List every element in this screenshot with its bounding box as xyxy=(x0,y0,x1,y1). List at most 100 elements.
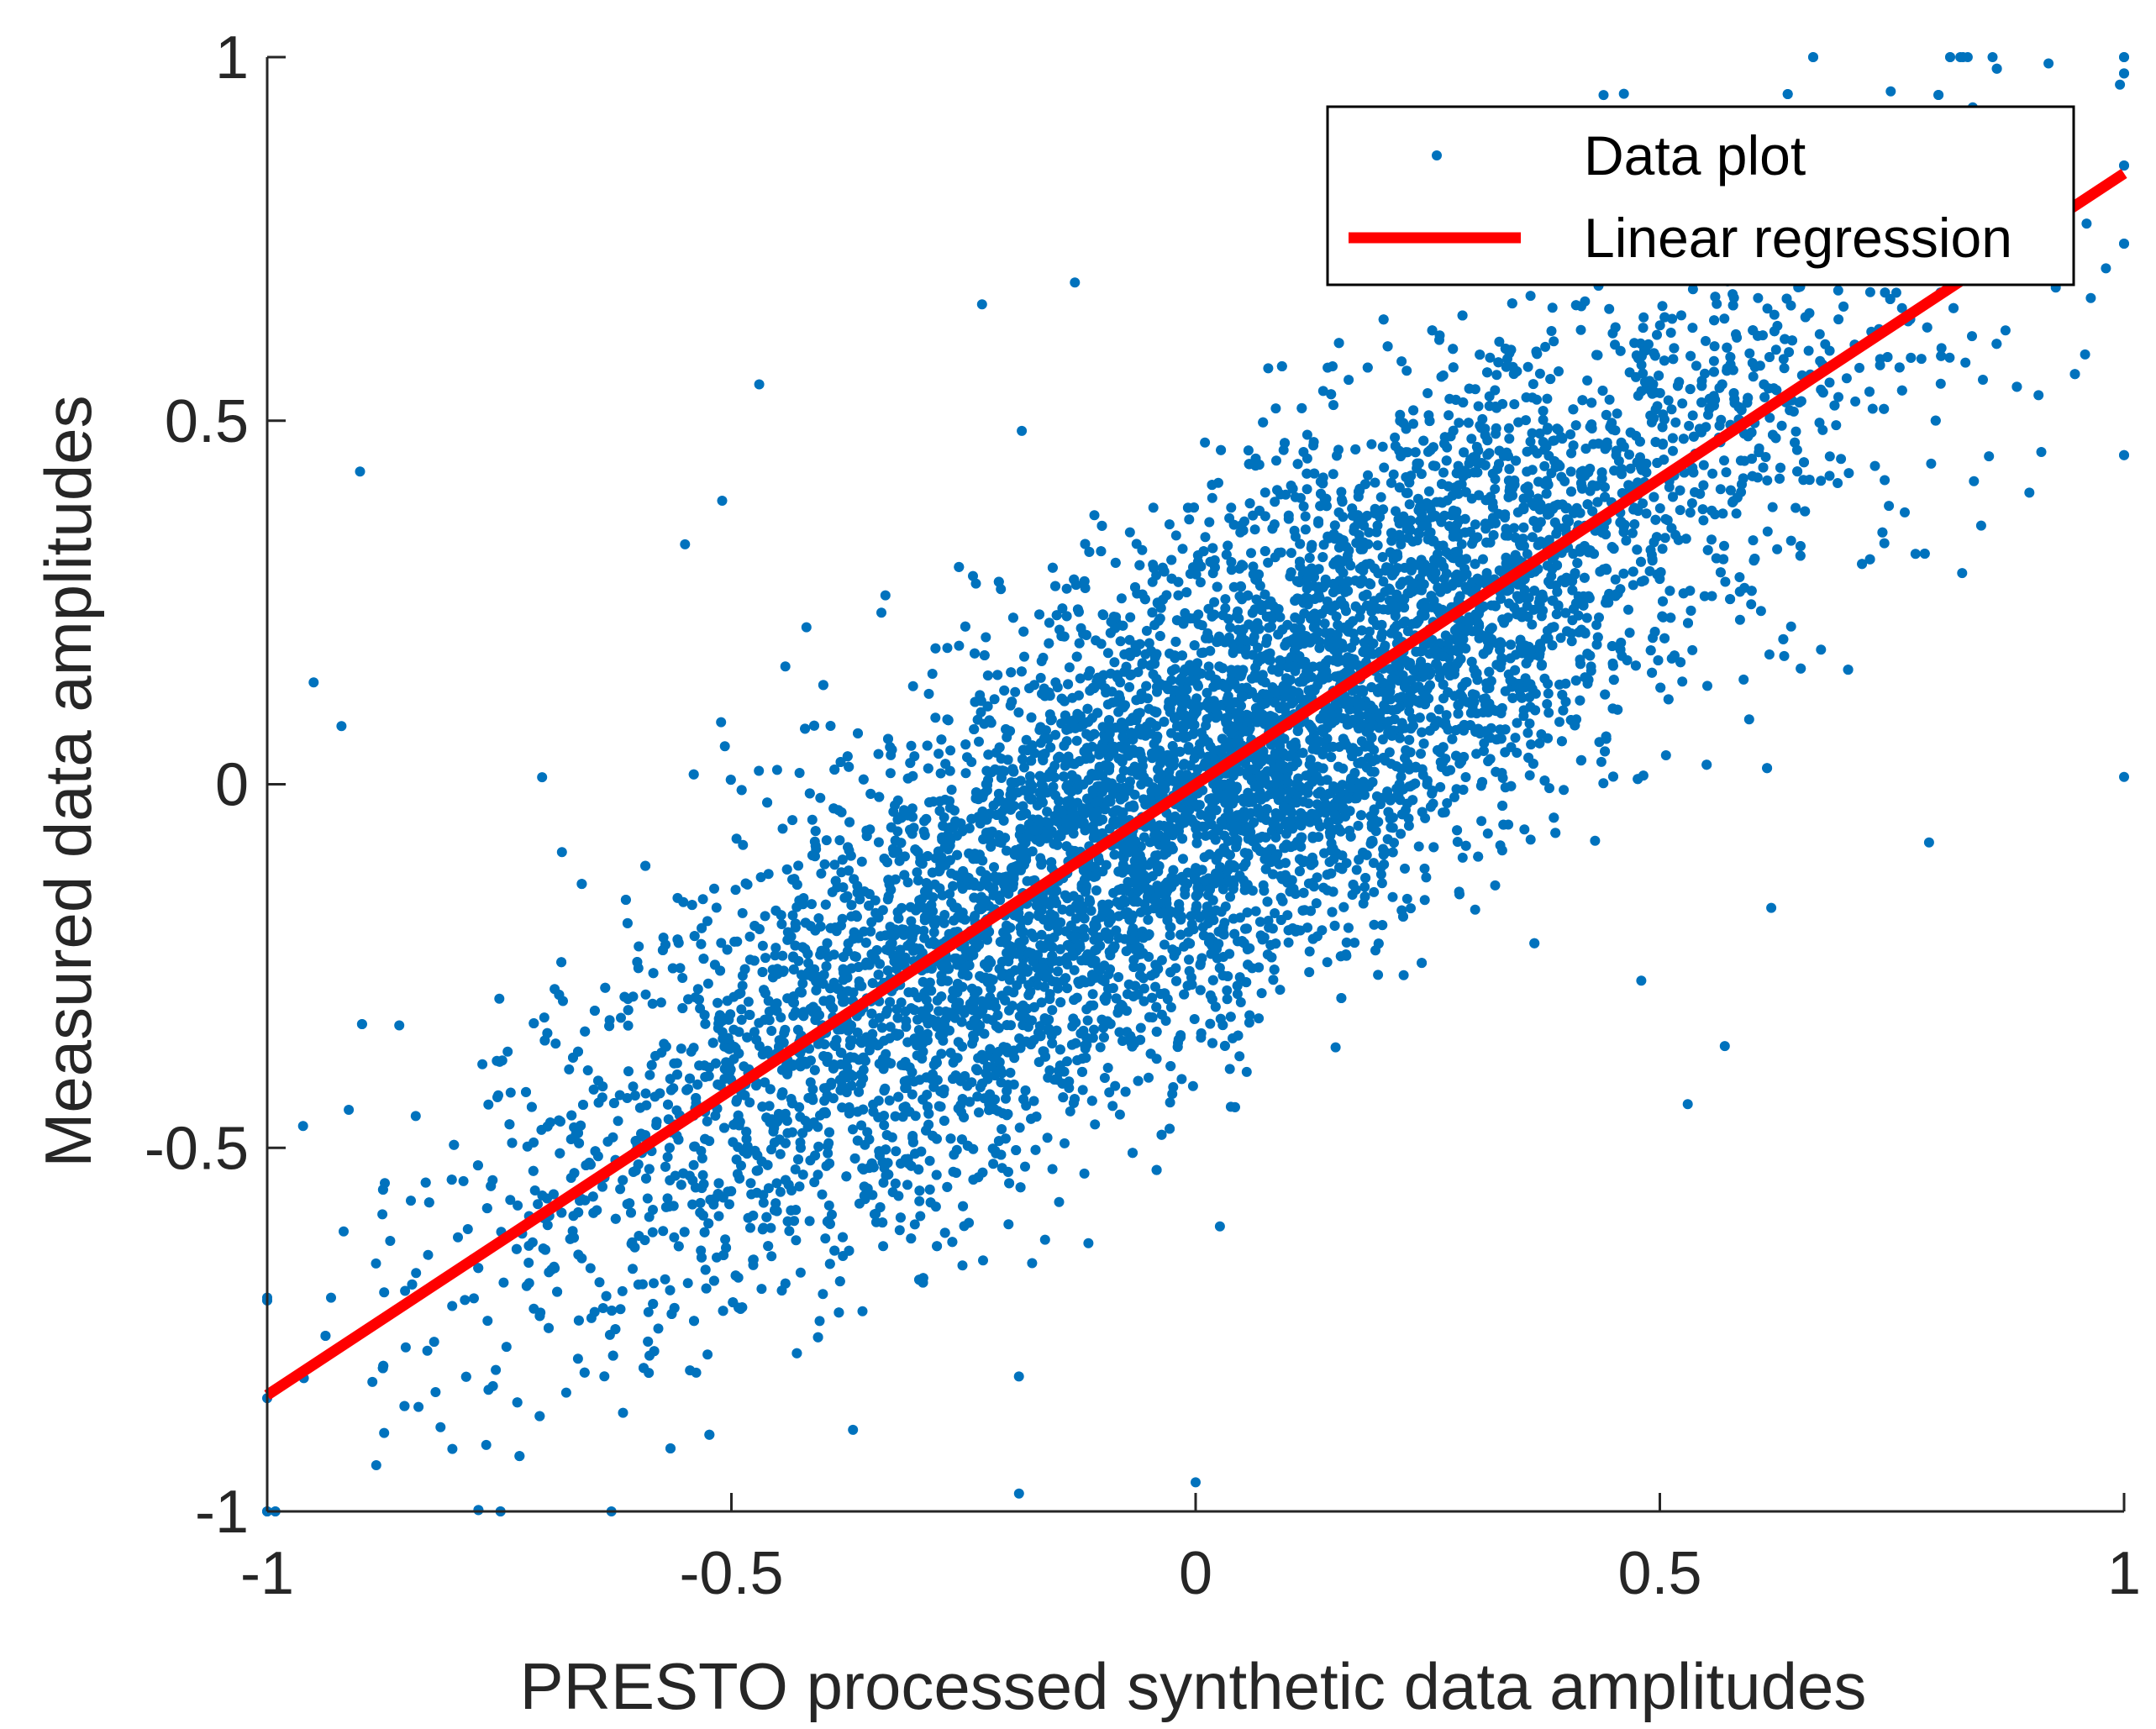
data-point xyxy=(1225,622,1236,633)
data-point xyxy=(1226,565,1237,575)
data-point xyxy=(1687,284,1698,295)
data-point xyxy=(1165,930,1175,941)
data-point xyxy=(371,1460,381,1470)
data-point xyxy=(902,1180,912,1190)
data-point xyxy=(1378,504,1389,515)
data-point xyxy=(1057,603,1068,614)
data-point xyxy=(928,927,939,938)
data-point xyxy=(1719,455,1729,466)
data-point xyxy=(1435,781,1446,792)
data-point xyxy=(996,1124,1007,1134)
data-point xyxy=(1333,507,1344,518)
data-point xyxy=(1824,377,1835,388)
data-point xyxy=(1202,687,1212,698)
data-point xyxy=(1551,609,1562,620)
data-point xyxy=(1510,733,1521,744)
data-point xyxy=(1699,591,1710,602)
data-point xyxy=(385,1236,396,1246)
data-point xyxy=(521,1280,532,1291)
data-point xyxy=(1554,366,1564,376)
data-point xyxy=(1926,458,1937,469)
data-point xyxy=(1457,852,1468,863)
data-point xyxy=(724,1199,734,1210)
data-point xyxy=(585,1263,596,1274)
data-point xyxy=(1098,610,1109,621)
data-point xyxy=(1731,508,1742,519)
data-point xyxy=(1522,549,1533,560)
data-point xyxy=(1271,455,1281,466)
data-point xyxy=(801,622,812,633)
data-point xyxy=(498,1277,509,1288)
data-point xyxy=(1543,707,1554,718)
data-point xyxy=(794,895,805,906)
data-point xyxy=(957,1260,968,1271)
data-point xyxy=(1527,428,1538,439)
data-point xyxy=(453,1232,463,1243)
data-point xyxy=(1156,1009,1167,1020)
data-point xyxy=(1027,1258,1038,1269)
data-point xyxy=(959,1005,970,1016)
data-point xyxy=(817,1189,828,1200)
data-point xyxy=(757,940,768,951)
data-point xyxy=(946,785,957,795)
data-point xyxy=(1017,425,1028,436)
data-point xyxy=(1527,392,1538,403)
data-point xyxy=(2033,390,2044,401)
data-point xyxy=(502,1046,513,1057)
data-point xyxy=(1369,919,1380,930)
data-point xyxy=(1419,895,1430,906)
data-point xyxy=(1525,291,1536,302)
data-point xyxy=(1916,354,1927,365)
data-point xyxy=(1416,469,1427,480)
data-point xyxy=(505,1195,516,1206)
data-point xyxy=(1253,642,1263,653)
data-point xyxy=(1250,906,1261,917)
data-point xyxy=(1509,523,1519,533)
data-point xyxy=(702,1349,713,1360)
data-point xyxy=(1494,336,1505,347)
data-point xyxy=(1408,418,1418,429)
data-point xyxy=(1657,544,1668,554)
data-point xyxy=(623,1066,634,1077)
data-point xyxy=(914,1196,925,1206)
data-point xyxy=(1778,354,1789,365)
data-point xyxy=(1293,688,1304,698)
data-point xyxy=(1224,512,1235,523)
data-point xyxy=(1791,502,1801,513)
data-point xyxy=(1543,576,1554,587)
data-point xyxy=(1623,604,1633,615)
data-point xyxy=(623,1020,634,1031)
data-point xyxy=(1833,392,1843,402)
data-point xyxy=(1358,544,1368,554)
data-point xyxy=(743,1212,754,1223)
data-point xyxy=(1249,631,1259,642)
data-point xyxy=(981,765,992,776)
data-point xyxy=(869,1209,880,1220)
data-point xyxy=(1222,994,1233,1005)
data-point xyxy=(594,1277,605,1288)
data-point xyxy=(1330,1042,1341,1053)
data-point xyxy=(411,1268,422,1279)
data-point xyxy=(1184,954,1194,965)
data-point xyxy=(669,1232,680,1243)
data-point xyxy=(827,1209,837,1220)
data-point xyxy=(1075,623,1086,633)
data-point xyxy=(838,882,849,893)
data-point xyxy=(927,669,938,679)
data-point xyxy=(737,907,748,918)
data-point xyxy=(766,1026,777,1036)
data-point xyxy=(1843,468,1854,479)
data-point xyxy=(1668,354,1679,365)
data-point xyxy=(1738,674,1749,685)
data-point xyxy=(1214,1221,1225,1232)
data-point xyxy=(1565,466,1576,477)
data-point xyxy=(1165,1002,1176,1012)
data-point xyxy=(731,833,742,844)
data-point xyxy=(1676,310,1686,321)
data-point xyxy=(447,1443,458,1454)
data-point xyxy=(988,1159,999,1169)
data-point xyxy=(1234,1051,1245,1062)
data-point xyxy=(1697,504,1708,515)
data-point xyxy=(1363,470,1373,481)
